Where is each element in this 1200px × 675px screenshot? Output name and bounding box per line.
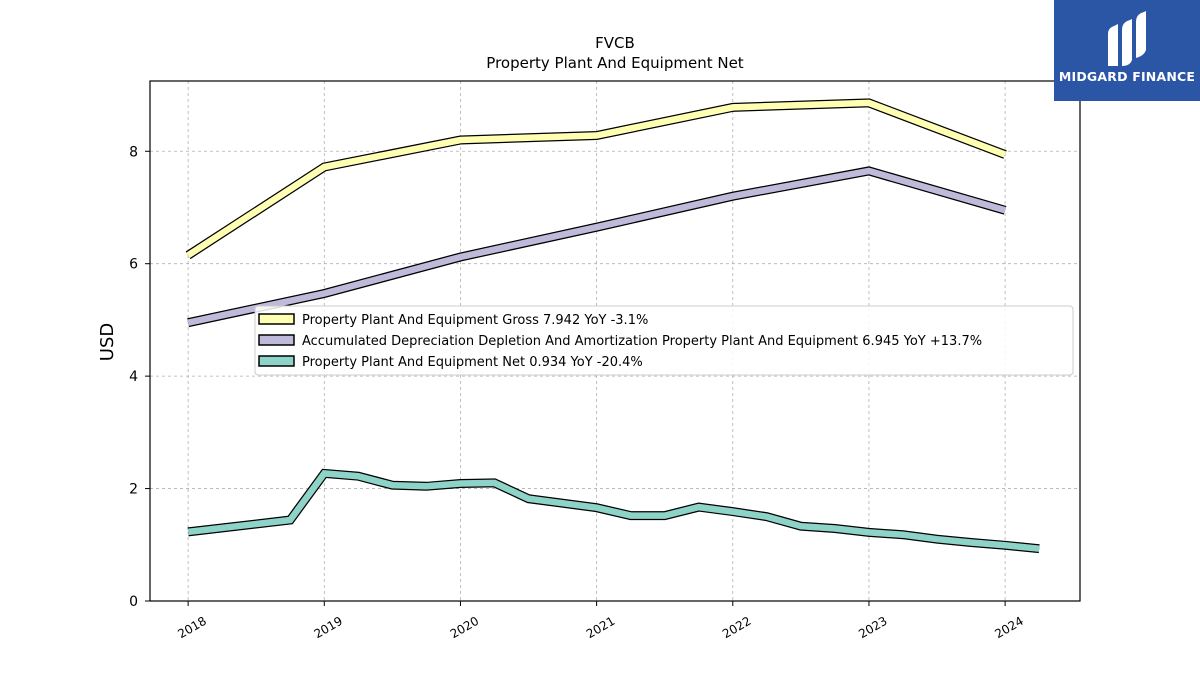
- axis-ticks: 2018 2019 2020 2021 2022 2023 2024 0 2 4 6 8: [129, 144, 1026, 641]
- legend-swatch: [258, 355, 295, 367]
- y-tick-label: 4: [129, 369, 138, 385]
- x-tick-label: 2018: [175, 614, 208, 641]
- legend-swatch: [258, 313, 295, 325]
- series-line-3: [187, 470, 1040, 552]
- x-tick-label: 2020: [448, 614, 481, 641]
- x-tick-label: 2024: [992, 614, 1025, 641]
- midgard-logo-icon: [1108, 11, 1146, 66]
- series-line-1: [186, 99, 1007, 259]
- series-line-2: [187, 167, 1007, 326]
- chart-subtitle: Property Plant And Equipment Net: [486, 54, 743, 72]
- y-tick-label: 8: [129, 144, 138, 160]
- legend-entry: Property Plant And Equipment Gross 7.942…: [302, 313, 648, 328]
- brand-name: MIDGARD FINANCE: [1058, 69, 1196, 84]
- legend: Property Plant And Equipment Gross 7.942…: [254, 305, 1074, 376]
- x-tick-label: 2021: [584, 614, 617, 641]
- series-lines: [185, 98, 1040, 554]
- y-tick-label: 2: [129, 482, 138, 498]
- y-tick-label: 6: [129, 257, 138, 273]
- y-tick-label: 0: [129, 594, 138, 610]
- x-tick-label: 2019: [312, 614, 345, 641]
- legend-entry: Property Plant And Equipment Net 0.934 Y…: [302, 355, 643, 370]
- chart-title: FVCB: [595, 34, 635, 52]
- x-tick-label: 2022: [720, 614, 753, 641]
- y-axis-label: USD: [97, 323, 118, 361]
- x-tick-label: 2023: [856, 614, 889, 641]
- legend-box: [254, 305, 1074, 376]
- legend-swatch: [258, 334, 295, 346]
- brand-logo: MIDGARD FINANCE: [1054, 0, 1200, 101]
- legend-entry: Accumulated Depreciation Depletion And A…: [302, 334, 982, 349]
- plot-frame: [149, 80, 1081, 602]
